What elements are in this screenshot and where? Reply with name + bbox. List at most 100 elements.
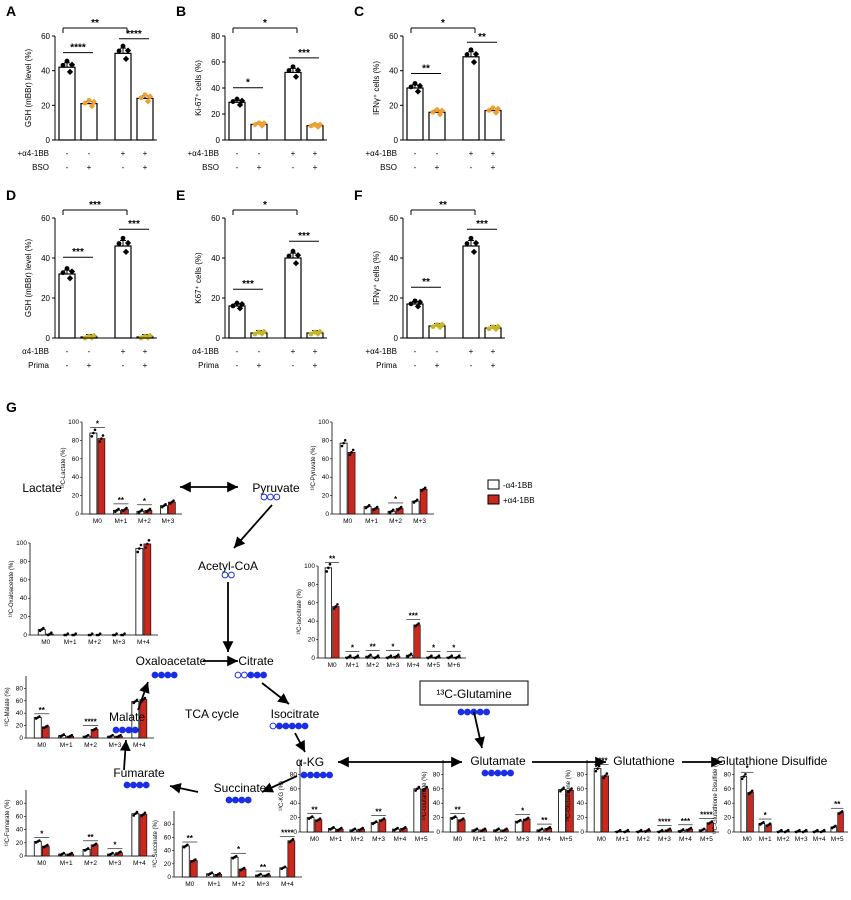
condition-label: BSO	[380, 163, 397, 172]
x-tick-label: M+3	[387, 662, 400, 669]
bar-minus	[558, 789, 566, 833]
y-tick-label: 100	[318, 419, 329, 426]
y-axis-label: IFNγ⁺ cells (%)	[372, 61, 381, 115]
data-point	[116, 241, 122, 246]
sig-stars: **	[91, 18, 99, 29]
legend-swatch-plus	[487, 494, 500, 505]
y-tick-label: 40	[322, 474, 330, 481]
y-tick-label: 60	[20, 577, 28, 584]
x-tick-label: M+1	[473, 836, 486, 843]
carbon-dot	[130, 781, 137, 789]
y-tick-label: 0	[75, 511, 79, 518]
bar-minus	[135, 548, 144, 636]
y-tick-label: 20	[389, 294, 398, 303]
data-point	[292, 260, 300, 267]
y-tick-label: 20	[290, 815, 298, 822]
y-tick-label: 80	[164, 821, 172, 828]
carbon-dot	[300, 771, 308, 779]
data-point	[238, 97, 246, 104]
x-tick-label: M+2	[637, 836, 650, 843]
data-point	[146, 542, 149, 546]
y-tick-label: 60	[724, 786, 732, 793]
y-tick-label: 0	[23, 632, 27, 639]
condition-value: +	[469, 347, 474, 356]
data-point	[647, 828, 651, 831]
data-point	[450, 654, 453, 657]
data-point	[144, 546, 148, 549]
carbon-dot	[481, 769, 489, 777]
bar-minus	[33, 841, 42, 857]
data-point	[234, 300, 240, 306]
data-point	[626, 828, 630, 832]
bar-minus	[89, 432, 98, 515]
condition-value: -	[414, 347, 417, 356]
x-tick-label: M+2	[351, 836, 364, 843]
data-point	[66, 632, 70, 635]
condition-label: α4-1BB	[22, 347, 49, 356]
data-point	[434, 322, 440, 328]
carbon-dot	[326, 771, 334, 779]
arrow-fumarate-malate	[119, 739, 131, 771]
carbon-dot	[142, 781, 150, 789]
data-point	[98, 440, 102, 443]
data-point	[404, 826, 407, 829]
bar-minus	[306, 817, 315, 833]
data-point	[397, 653, 400, 657]
data-point	[242, 866, 246, 870]
sig-stars: ***	[681, 817, 691, 826]
data-point	[343, 439, 347, 442]
sig-stars: ***	[128, 219, 140, 230]
data-point	[252, 331, 258, 337]
data-point	[267, 872, 270, 876]
carbon-dot	[151, 671, 159, 679]
y-tick-label: 60	[41, 32, 50, 41]
y-tick-label: 0	[325, 511, 329, 518]
data-point	[417, 785, 421, 789]
arrow-succinate-fumarate	[169, 782, 199, 794]
x-tick-label: M+1	[365, 518, 378, 525]
y-tick-label: 60	[16, 698, 24, 705]
data-point	[98, 632, 102, 635]
y-tick-label: 0	[293, 829, 297, 836]
bar-minus	[181, 845, 190, 878]
y-tick-label: 40	[290, 800, 298, 807]
condition-value: +	[291, 347, 296, 356]
data-point	[840, 810, 844, 813]
data-point	[780, 828, 783, 832]
bar-minus	[131, 813, 140, 857]
x-tick-label: M+1	[64, 639, 77, 646]
bar-plus	[347, 452, 356, 515]
data-point	[94, 727, 98, 730]
data-point	[526, 816, 530, 820]
data-point	[454, 815, 457, 818]
data-point	[464, 52, 470, 57]
bar-plus	[747, 792, 754, 833]
bar-minus	[324, 567, 333, 659]
sig-stars: *	[746, 764, 750, 773]
x-tick-label: M+3	[109, 742, 122, 749]
y-tick-label: 20	[41, 101, 50, 110]
data-point	[94, 842, 98, 846]
mini-chart-lactate: 0 20 40 60 80 100 ¹³C-Lactate (%) M0 * M+1 ** M+2 * M…	[61, 419, 182, 525]
x-tick-label: M+3	[516, 836, 529, 843]
sig-stars: *	[351, 644, 355, 653]
y-tick-label: 0	[46, 136, 51, 145]
condition-value: -	[66, 361, 69, 370]
carbon-dot	[507, 769, 515, 777]
sig-stars: *	[263, 18, 267, 29]
condition-value: -	[292, 163, 295, 172]
x-tick-label: M+3	[413, 518, 426, 525]
y-axis-label: ¹³C-Lactate (%)	[61, 447, 67, 488]
carbon-dot	[123, 781, 131, 789]
data-point	[348, 654, 352, 657]
bar-plus	[837, 812, 844, 833]
condition-label: Prima	[28, 361, 49, 370]
data-point	[351, 448, 355, 452]
y-axis-label: ¹³C-Oxaloacetate (%)	[9, 561, 15, 618]
data-point	[90, 98, 98, 105]
x-tick-label: M+2	[777, 836, 790, 843]
x-tick-label: M+4	[133, 742, 146, 749]
carbon-dot	[158, 671, 165, 679]
condition-value: -	[88, 149, 91, 158]
